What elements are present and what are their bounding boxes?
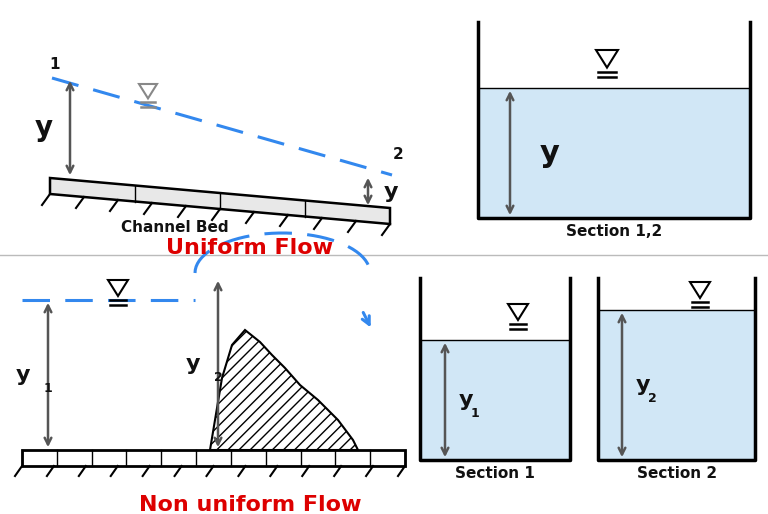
Polygon shape [690, 282, 710, 298]
Polygon shape [139, 84, 157, 98]
Text: y: y [384, 181, 399, 201]
Text: 2: 2 [214, 371, 223, 384]
Text: 1: 1 [44, 382, 53, 395]
Polygon shape [508, 304, 528, 320]
Bar [420, 340, 570, 460]
Text: 2: 2 [648, 392, 657, 405]
Polygon shape [108, 280, 128, 296]
Text: Section 2: Section 2 [637, 467, 717, 482]
Bar [478, 88, 750, 218]
Text: 1: 1 [50, 57, 60, 72]
Text: y: y [636, 375, 650, 395]
Text: y: y [186, 354, 200, 374]
Bar [22, 450, 405, 466]
Polygon shape [210, 330, 358, 450]
Text: Non uniform Flow: Non uniform Flow [139, 495, 361, 514]
Text: 1: 1 [471, 407, 480, 420]
Text: y: y [540, 138, 560, 168]
Text: y: y [459, 390, 474, 410]
Text: 2: 2 [393, 147, 404, 162]
Text: y: y [15, 365, 30, 385]
Text: Section 1,2: Section 1,2 [566, 225, 662, 240]
Polygon shape [50, 178, 390, 224]
Text: Uniform Flow: Uniform Flow [167, 238, 333, 258]
Text: Section 1: Section 1 [455, 467, 535, 482]
Text: Channel Bed: Channel Bed [121, 221, 229, 235]
Text: y: y [35, 114, 53, 142]
Bar [598, 310, 755, 460]
Polygon shape [596, 50, 618, 68]
